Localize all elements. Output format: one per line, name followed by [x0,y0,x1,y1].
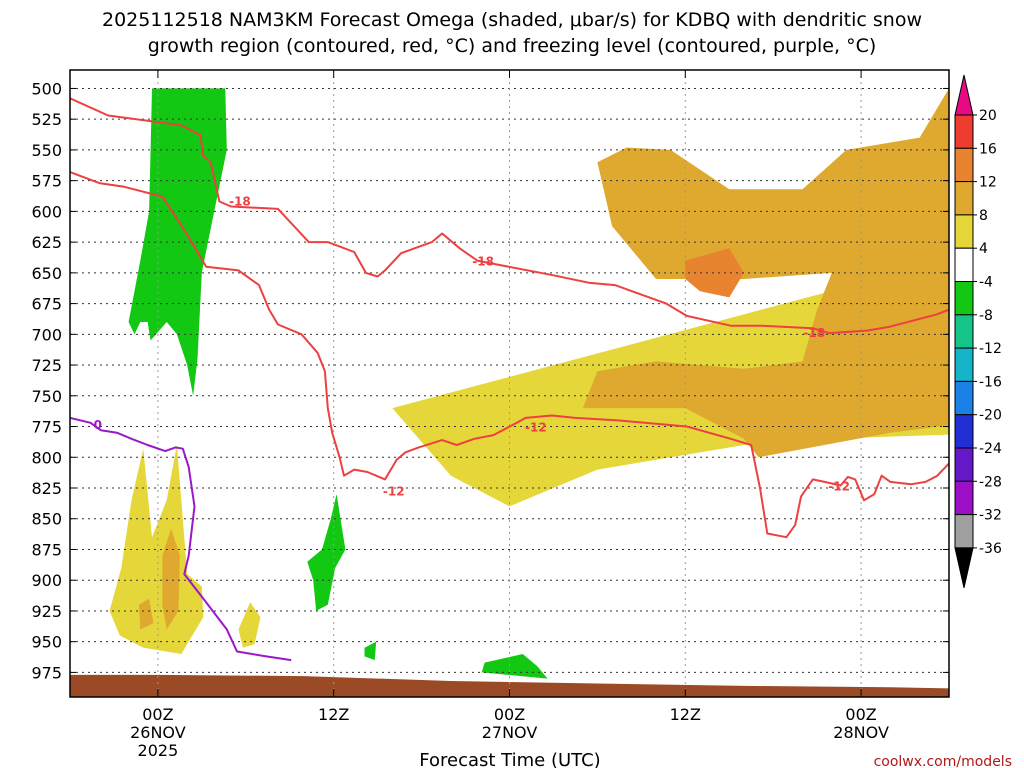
contour-line-6 [70,416,292,662]
colorbar-label: -36 [979,541,1002,557]
colorbar-label: 12 [979,175,997,191]
y-tick-label: 875 [31,540,62,559]
y-tick-label: 500 [31,79,62,98]
y-tick-label: 950 [31,633,62,652]
contour-label: 0 [94,418,102,432]
x-tick-label: 00Z [494,705,525,724]
colorbar-box [954,414,974,449]
y-tick-label: 625 [31,233,62,252]
colorbar-box [954,314,974,349]
contour-line-0 [70,97,949,335]
colorbar: 20 16 12 8 4 -4 -8 -12 -16 -20 -24 -28 -32 -36 [954,74,1002,589]
omega-region-9 [307,494,346,611]
y-tick-label: 925 [31,602,62,621]
chart-title-line1: 2025112518 NAM3KM Forecast Omega (shaded… [102,9,922,31]
x-axis-label: Forecast Time (UTC) [419,750,600,768]
omega-region-5 [138,598,154,630]
colorbar-label: 4 [979,241,988,257]
colorbar-label: -12 [979,341,1002,357]
x-tick-label: 28NOV [833,723,889,742]
x-tick-label: 00Z [845,705,876,724]
colorbar-box [954,114,974,149]
contour-label: -18 [229,194,251,208]
omega-region-8 [128,88,227,396]
x-tick-label: 26NOV [130,723,186,742]
colorbar-box [954,380,974,416]
colorbar-label: -20 [979,408,1002,424]
y-tick-label: 900 [31,571,62,590]
colorbar-label: -28 [979,474,1002,490]
contour-label: -18 [803,326,825,340]
contour-line-3 [323,371,949,539]
x-tick-label: 12Z [670,705,701,724]
plot-area: -18 -18 -18 -12 -12 -12 0 500 525 550 575 600 625 650… [31,69,1024,760]
colorbar-label: -32 [979,508,1002,524]
colorbar-box [954,514,974,549]
y-tick-label: 550 [31,141,62,160]
credit-text: coolwx.com/models [874,754,1012,768]
x-tick-label: 27NOV [482,723,538,742]
colorbar-top-triangle [954,74,974,116]
contour-label: -18 [472,255,494,269]
omega-region-10 [364,641,377,661]
colorbar-box [954,147,974,183]
y-tick-label: 775 [31,418,62,437]
colorbar-box [954,281,974,316]
y-tick-label: 975 [31,663,62,682]
omega-region-7 [685,248,744,298]
colorbar-label: 16 [979,141,997,157]
y-tick-label: 525 [31,110,62,129]
omega-region-3 [238,602,261,648]
colorbar-label: 8 [979,208,988,224]
x-tick-label: 12Z [318,705,349,724]
colorbar-label: -24 [979,441,1002,457]
y-tick-label: 575 [31,172,62,191]
contour-label: -12 [828,480,850,494]
omega-region-2 [109,445,204,654]
y-tick-label: 600 [31,202,62,221]
colorbar-box [954,480,974,516]
x-tick-label: 00Z [142,705,173,724]
omega-region-1 [964,562,1024,584]
colorbar-label: 20 [979,108,997,124]
y-tick-label: 825 [31,479,62,498]
y-tick-label: 800 [31,448,62,467]
colorbar-box [954,447,974,482]
y-tick-label: 725 [31,356,62,375]
y-tick-label: 700 [31,325,62,344]
terrain-fill [70,674,949,697]
colorbar-box [954,347,974,382]
contour-label: -12 [525,421,547,435]
y-tick-label: 675 [31,295,62,314]
chart-title-line2: growth region (contoured, red, °C) and f… [148,35,877,57]
contour-line-1 [70,171,326,372]
colorbar-box [954,181,974,216]
y-tick-label: 750 [31,387,62,406]
colorbar-label: -4 [979,275,993,291]
plot-clip-group: -18 -18 -18 -12 -12 -12 0 [70,70,1024,697]
colorbar-label: -16 [979,374,1002,390]
colorbar-box [954,247,974,282]
omega-region-11 [481,654,548,679]
y-tick-label: 650 [31,264,62,283]
y-tick-label: 850 [31,510,62,529]
x-tick-label: 2025 [138,741,179,760]
colorbar-label: -8 [979,308,993,324]
colorbar-bottom-triangle [954,547,974,589]
contour-label: -12 [383,484,405,498]
colorbar-box [954,214,974,249]
omega-region-6 [162,528,180,630]
